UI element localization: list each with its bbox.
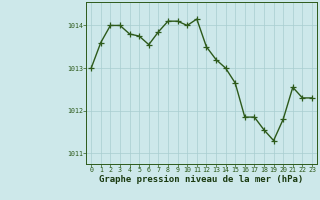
X-axis label: Graphe pression niveau de la mer (hPa): Graphe pression niveau de la mer (hPa): [100, 175, 304, 184]
